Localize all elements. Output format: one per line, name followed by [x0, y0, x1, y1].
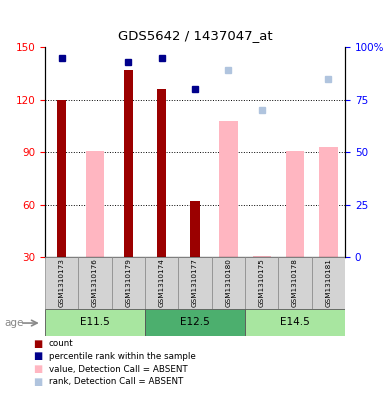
Bar — [319, 147, 338, 257]
Text: GSM1310179: GSM1310179 — [125, 259, 131, 307]
Bar — [245, 257, 278, 309]
Text: ■: ■ — [33, 339, 43, 349]
Bar — [112, 257, 145, 309]
Text: ■: ■ — [33, 364, 43, 374]
Text: ■: ■ — [33, 351, 43, 362]
Bar — [57, 100, 66, 257]
Text: GSM1310177: GSM1310177 — [192, 259, 198, 307]
Text: GSM1310181: GSM1310181 — [326, 259, 332, 307]
Bar — [124, 70, 133, 257]
Text: GSM1310178: GSM1310178 — [292, 259, 298, 307]
Text: E12.5: E12.5 — [180, 317, 210, 327]
Bar — [86, 151, 104, 257]
Text: count: count — [49, 340, 73, 348]
Text: E11.5: E11.5 — [80, 317, 110, 327]
Bar — [286, 151, 304, 257]
Text: GSM1310176: GSM1310176 — [92, 259, 98, 307]
Bar — [253, 256, 271, 257]
Text: ■: ■ — [33, 376, 43, 387]
Text: GSM1310173: GSM1310173 — [58, 259, 64, 307]
Text: age: age — [5, 318, 24, 328]
Bar — [178, 257, 212, 309]
Text: rank, Detection Call = ABSENT: rank, Detection Call = ABSENT — [49, 377, 183, 386]
Bar — [78, 257, 112, 309]
Bar — [145, 257, 178, 309]
Text: value, Detection Call = ABSENT: value, Detection Call = ABSENT — [49, 365, 188, 373]
Text: GSM1310174: GSM1310174 — [159, 259, 165, 307]
Bar — [145, 309, 245, 336]
Bar — [190, 201, 200, 257]
Bar — [219, 121, 238, 257]
Text: percentile rank within the sample: percentile rank within the sample — [49, 352, 195, 361]
Text: GSM1310175: GSM1310175 — [259, 259, 265, 307]
Text: E14.5: E14.5 — [280, 317, 310, 327]
Text: GSM1310180: GSM1310180 — [225, 259, 231, 307]
Bar — [45, 309, 145, 336]
Bar — [245, 309, 345, 336]
Bar — [212, 257, 245, 309]
Bar — [45, 257, 78, 309]
Text: GDS5642 / 1437047_at: GDS5642 / 1437047_at — [118, 29, 272, 42]
Bar — [312, 257, 345, 309]
Bar — [278, 257, 312, 309]
Bar — [157, 89, 166, 257]
